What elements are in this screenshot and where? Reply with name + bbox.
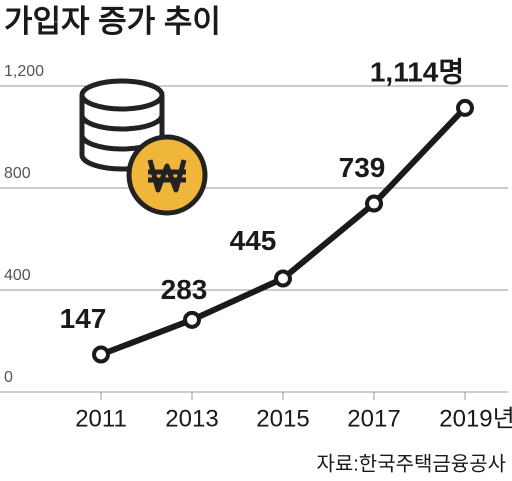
data-label: 739: [339, 152, 386, 183]
x-tick-label: 2013: [165, 405, 218, 432]
x-tick-label: 2015: [256, 405, 309, 432]
chart-title: 가입자 증가 추이: [4, 4, 221, 39]
data-label: 283: [161, 274, 208, 305]
data-label: 445: [230, 225, 277, 256]
marker: [183, 310, 201, 329]
marker: [456, 98, 474, 117]
coin-icon: [79, 78, 208, 216]
data-label: 147: [60, 303, 107, 334]
y-tick-label: 800: [4, 165, 31, 182]
y-tick-label: 1,200: [4, 63, 44, 80]
data-label: 1,114명: [370, 56, 464, 87]
source: 자료:한국주택금융공사: [316, 452, 506, 475]
marker: [92, 345, 110, 364]
marker: [274, 269, 292, 288]
x-tick-label: 2011: [75, 405, 127, 432]
y-tick-label: 0: [4, 369, 13, 386]
y-tick-label: 400: [4, 267, 31, 284]
x-tick-label: 2019년: [439, 405, 512, 432]
marker: [365, 194, 383, 213]
x-tick-label: 2017: [347, 405, 400, 432]
